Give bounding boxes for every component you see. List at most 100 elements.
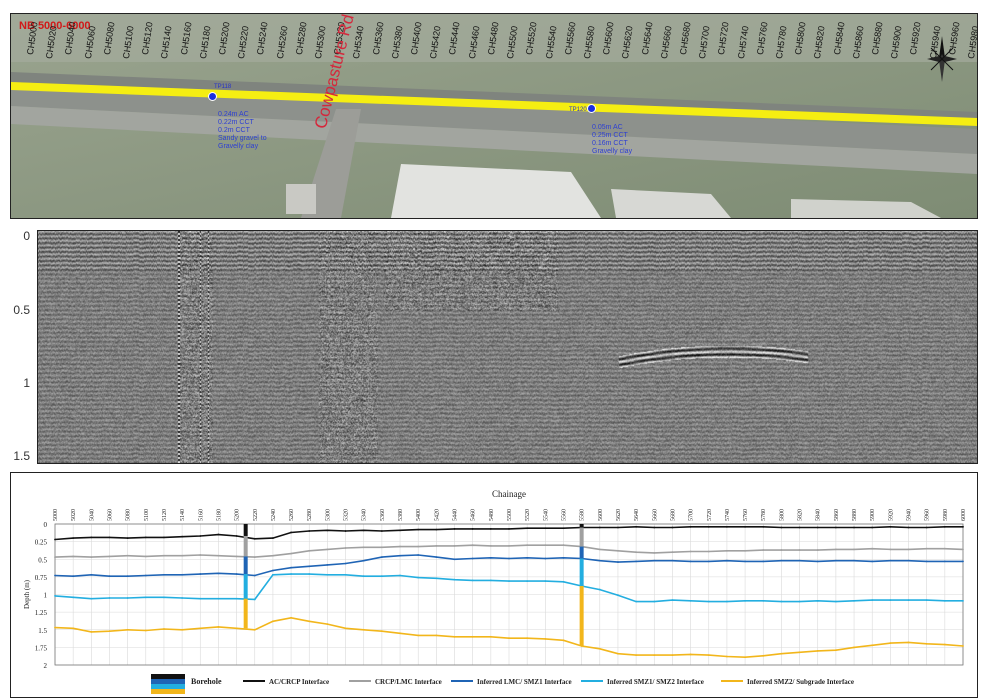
- series-point: [108, 597, 111, 599]
- series-point: [834, 526, 837, 529]
- test-pit-id: TP120: [569, 107, 587, 113]
- x-tick-label: 5460: [471, 509, 477, 521]
- series-point: [762, 599, 765, 602]
- test-pit-note: 0.05m AC: [592, 124, 623, 131]
- series-point: [144, 555, 147, 558]
- series-point: [635, 560, 638, 563]
- series-point: [853, 526, 855, 529]
- x-tick-label: 5860: [834, 509, 840, 521]
- x-tick-label: 5240: [271, 509, 277, 521]
- series-point: [780, 652, 783, 655]
- series-point: [235, 555, 238, 558]
- series-point: [816, 526, 819, 529]
- series-point: [526, 544, 529, 547]
- y-tick-label: 1.5: [38, 627, 47, 635]
- series-point: [544, 527, 547, 530]
- series-point: [816, 560, 819, 563]
- borehole-segment: [243, 556, 248, 575]
- x-tick-label: 5100: [144, 509, 150, 521]
- x-tick-label: 5640: [634, 509, 640, 521]
- series-point: [762, 549, 765, 551]
- test-pit-marker-icon[interactable]: [587, 104, 596, 113]
- legend-label: AC/CRCP Interface: [269, 678, 329, 686]
- series-point: [562, 527, 565, 530]
- series-point: [181, 554, 184, 557]
- series-point: [871, 599, 874, 602]
- series-point: [253, 537, 256, 540]
- borehole-segment: [579, 524, 584, 528]
- series-point: [163, 554, 165, 557]
- series-point: [163, 573, 165, 576]
- series-point: [453, 578, 456, 581]
- series-point: [925, 526, 928, 529]
- x-tick-label: 5540: [543, 509, 549, 521]
- series-point: [707, 525, 710, 528]
- series-point: [653, 600, 656, 603]
- borehole-segment: [579, 546, 584, 559]
- series-point: [235, 597, 238, 600]
- series-point: [907, 641, 910, 644]
- map-title: NB 5000-6000: [19, 20, 91, 32]
- x-tick-label: 5720: [707, 509, 713, 521]
- y-tick-label: 0.5: [38, 556, 47, 564]
- series-point: [181, 535, 184, 538]
- series-point: [217, 597, 220, 600]
- series-point: [871, 526, 874, 529]
- x-tick-label: 5820: [798, 509, 804, 521]
- aerial-map-image: [11, 14, 977, 218]
- series-point: [925, 560, 928, 563]
- series-point: [72, 537, 75, 539]
- test-pit-note: 0.2m CCT: [218, 127, 250, 134]
- legend-label: Inferred SMZ1/ SMZ2 Interface: [607, 678, 704, 686]
- series-point: [362, 628, 365, 631]
- interface-chart: Chainage 5000 5020 5040 5060 5080 5100 5120 5140…: [23, 489, 967, 694]
- series-point: [380, 546, 383, 549]
- test-pit-note: Gravelly clay: [218, 143, 259, 150]
- series-point: [308, 620, 311, 623]
- legend-label: Inferred SMZ2/ Subgrade Interface: [747, 678, 854, 686]
- series-point: [308, 565, 311, 568]
- series-point: [399, 529, 401, 532]
- series-point: [90, 573, 93, 576]
- series-point: [362, 559, 365, 562]
- series-point: [417, 554, 420, 556]
- series-point: [871, 560, 874, 563]
- series-point: [707, 600, 710, 603]
- series-point: [471, 528, 474, 530]
- x-tick-label: 5940: [907, 509, 913, 521]
- x-tick-label: 5900: [870, 509, 876, 521]
- x-tick-label: 5580: [580, 509, 586, 521]
- series-point: [181, 597, 184, 599]
- series-point: [744, 560, 746, 563]
- series-point: [54, 574, 56, 577]
- x-tick-label: 5080: [126, 509, 132, 521]
- series-point: [217, 554, 220, 557]
- series-point: [744, 525, 746, 528]
- series-point: [871, 644, 874, 647]
- series-point: [417, 528, 420, 531]
- series-point: [798, 549, 801, 551]
- x-tick-label: 5840: [816, 509, 822, 521]
- test-pit-note: 0.24m AC: [218, 111, 249, 118]
- series-point: [962, 548, 964, 551]
- series-point: [489, 556, 492, 559]
- series-point: [707, 654, 710, 657]
- series-point: [126, 628, 129, 631]
- series-point: [617, 549, 619, 552]
- series-point: [598, 588, 601, 591]
- x-tick-label: 5500: [507, 509, 513, 521]
- x-tick-label: 5220: [253, 509, 259, 521]
- alignment-highlight: [11, 82, 977, 126]
- series-point: [671, 654, 674, 657]
- aerial-map-panel: NB 5000-6000 CH5000 CH5020 CH5040 CH5060 CH5…: [10, 13, 978, 219]
- series-point: [308, 530, 311, 532]
- series-point: [54, 556, 56, 559]
- series-point: [907, 559, 910, 562]
- x-tick-label: 5600: [598, 509, 604, 521]
- test-pit-marker-icon[interactable]: [208, 92, 217, 101]
- borehole-legend-swatch: [151, 684, 185, 689]
- series-point: [780, 559, 783, 562]
- depth-tick-label: 1.5: [13, 449, 30, 463]
- series-point: [780, 526, 783, 529]
- series-point: [72, 627, 75, 630]
